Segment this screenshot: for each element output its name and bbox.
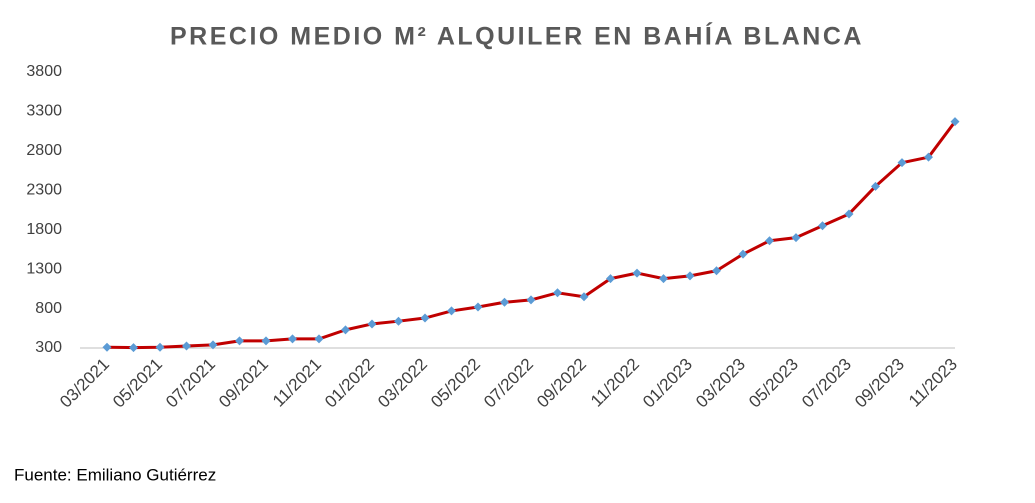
marker [632, 268, 642, 278]
marker [341, 325, 350, 335]
y-tick-label: 1800 [26, 221, 62, 238]
y-tick-label: 800 [35, 300, 62, 317]
marker [818, 221, 827, 231]
marker [553, 288, 562, 298]
marker [288, 334, 297, 344]
y-tick-label: 2300 [26, 182, 62, 199]
marker [579, 292, 589, 302]
x-tick-label: 05/2023 [745, 355, 802, 412]
marker [844, 209, 854, 219]
chart-title: PRECIO MEDIO M² ALQUILER EN BAHÍA BLANCA [170, 22, 864, 51]
x-tick-label: 11/2023 [905, 355, 961, 411]
y-tick-label: 3800 [26, 63, 62, 80]
marker [871, 181, 880, 191]
marker [182, 341, 191, 351]
marker [765, 236, 774, 246]
source: Fuente: Emiliano Gutiérrez [14, 465, 216, 484]
marker [712, 266, 721, 276]
marker [447, 306, 456, 316]
x-tick-label: 01/2022 [321, 355, 378, 412]
marker [314, 334, 324, 344]
x-tick-label: 09/2023 [851, 355, 908, 412]
marker [606, 274, 615, 284]
y-tick-label: 2800 [26, 142, 62, 159]
marker [473, 302, 483, 312]
x-tick-label: 05/2021 [109, 355, 166, 412]
marker [500, 297, 509, 307]
marker [155, 342, 165, 352]
x-tick-label: 03/2023 [692, 355, 749, 412]
y-tick-label: 300 [35, 339, 62, 356]
marker [924, 152, 933, 162]
marker [897, 158, 907, 168]
marker [261, 336, 271, 346]
x-tick-label: 03/2022 [374, 355, 431, 412]
x-tick-label: 07/2023 [798, 355, 855, 412]
x-tick-label: 09/2021 [215, 355, 272, 412]
x-tick-label: 03/2021 [56, 355, 113, 412]
y-tick-label: 3300 [26, 103, 62, 120]
y-tick-label: 1300 [26, 260, 62, 277]
x-tick-label: 05/2022 [427, 355, 484, 412]
marker [738, 249, 748, 259]
x-tick-label: 09/2022 [533, 355, 590, 412]
marker [659, 274, 668, 284]
marker [235, 336, 244, 346]
marker [394, 316, 403, 326]
x-tick-label: 07/2021 [162, 355, 219, 412]
x-tick-label: 11/2022 [587, 355, 643, 411]
x-tick-label: 11/2021 [269, 355, 325, 411]
marker [367, 319, 377, 329]
marker [791, 233, 801, 243]
x-tick-label: 01/2023 [639, 355, 696, 412]
line [106, 120, 957, 350]
marker [129, 343, 138, 353]
marker [102, 342, 112, 352]
marker [685, 271, 695, 281]
x-tick-label: 07/2022 [480, 355, 537, 412]
marker [420, 313, 430, 323]
marker [950, 117, 960, 127]
marker [208, 340, 218, 350]
marker [526, 295, 536, 305]
